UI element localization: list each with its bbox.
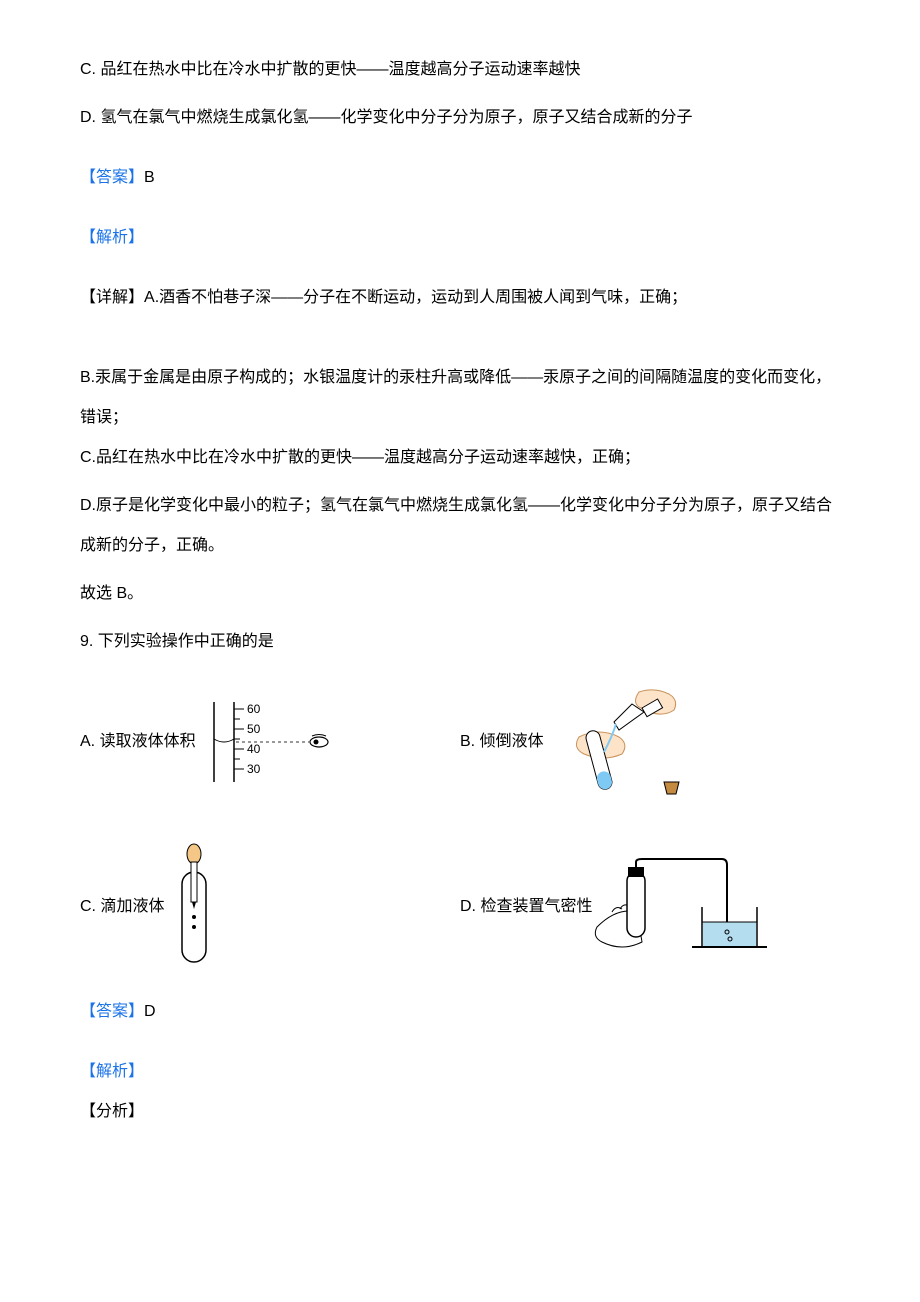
- q8-detail-c: C.品红在热水中比在冷水中扩散的更快——温度越高分子运动速率越快，正确；: [80, 438, 840, 478]
- q8-option-c: C. 品红在热水中比在冷水中扩散的更快——温度越高分子运动速率越快: [80, 50, 840, 90]
- q8-conclusion: 故选 B。: [80, 574, 840, 614]
- q9-analysis-label: 【解析】: [80, 1052, 840, 1092]
- q8-answer-block: 【答案】B: [80, 158, 840, 198]
- q9-option-b-text: B. 倾倒液体: [460, 722, 544, 762]
- detail-label: 【详解】: [80, 289, 144, 306]
- q9-fenxi-label: 【分析】: [80, 1092, 840, 1132]
- q8-answer: B: [144, 169, 155, 186]
- answer-label: 【答案】: [80, 1003, 144, 1020]
- q9-option-d-cell: D. 检查装置气密性: [460, 857, 840, 957]
- answer-label: 【答案】: [80, 169, 144, 186]
- q8-detail-a: A.酒香不怕巷子深——分子在不断运动，运动到人周围被人闻到气味，正确；: [144, 289, 687, 306]
- mark-30: 30: [247, 762, 261, 776]
- analysis-label: 【解析】: [80, 229, 144, 246]
- q9-answer-block: 【答案】D: [80, 992, 840, 1032]
- analysis-label: 【解析】: [80, 1063, 144, 1080]
- q8-option-d: D. 氢气在氯气中燃烧生成氯化氢——化学变化中分子分为原子，原子又结合成新的分子: [80, 98, 840, 138]
- dropper-icon: [164, 842, 224, 972]
- q9-option-a-text: A. 读取液体体积: [80, 722, 196, 762]
- q8-detail-b: B.汞属于金属是由原子构成的；水银温度计的汞柱升高或降低——汞原子之间的间隔随温…: [80, 358, 840, 438]
- q9-options-grid: A. 读取液体体积 60 50 40 30: [80, 682, 840, 972]
- q9-stem: 9. 下列实验操作中正确的是: [80, 622, 840, 662]
- q9-option-a-cell: A. 读取液体体积 60 50 40 30: [80, 697, 460, 787]
- gas-tight-icon: [592, 857, 772, 957]
- q9-option-c-text: C. 滴加液体: [80, 887, 164, 927]
- q8-analysis-label: 【解析】: [80, 218, 840, 258]
- q8-detail-d: D.原子是化学变化中最小的粒子；氢气在氯气中燃烧生成氯化氢——化学变化中分子分为…: [80, 486, 840, 566]
- mark-60: 60: [247, 702, 261, 716]
- q9-option-b-cell: B. 倾倒液体: [460, 682, 840, 802]
- mark-40: 40: [247, 742, 261, 756]
- q8-detail-block: 【详解】A.酒香不怕巷子深——分子在不断运动，运动到人周围被人闻到气味，正确；: [80, 278, 840, 318]
- q9-option-d-text: D. 检查装置气密性: [460, 887, 592, 927]
- q9-option-c-cell: C. 滴加液体: [80, 842, 460, 972]
- mark-50: 50: [247, 722, 261, 736]
- pour-liquid-icon: [544, 682, 694, 802]
- cylinder-icon: 60 50 40 30: [204, 697, 334, 787]
- q9-answer: D: [144, 1003, 156, 1020]
